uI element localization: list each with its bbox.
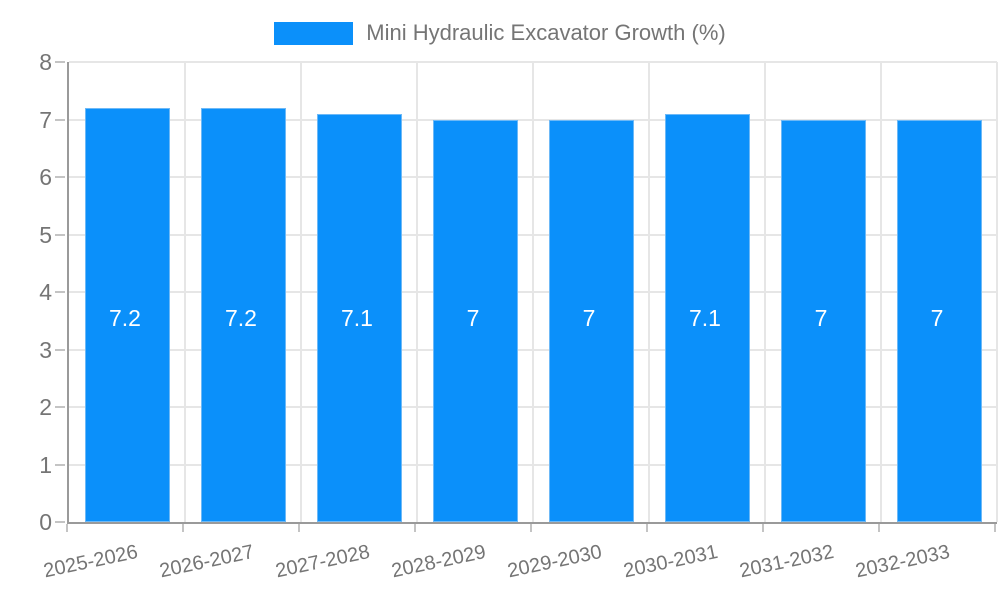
bar-value-label: 7	[582, 305, 596, 331]
y-axis-tick	[55, 348, 65, 351]
bar-value-label: 7.1	[341, 305, 373, 331]
bar-value-label: 7	[814, 305, 828, 331]
y-axis-tick	[55, 463, 65, 466]
bar-value-label: 7	[466, 305, 480, 331]
y-axis-tick	[55, 118, 65, 121]
plot-area	[67, 61, 998, 524]
x-axis-tick	[66, 524, 68, 532]
bar-value-label: 7	[930, 305, 944, 331]
x-axis-tick	[182, 524, 184, 532]
y-axis-tick-label: 3	[39, 336, 52, 363]
y-axis-tick	[55, 61, 65, 63]
bar[interactable]	[664, 113, 750, 522]
y-axis-tick	[55, 406, 65, 408]
bar[interactable]	[896, 119, 982, 522]
x-gridline	[184, 62, 186, 522]
x-axis-tick	[994, 524, 996, 532]
x-axis-tick	[878, 524, 880, 532]
x-gridline	[880, 62, 882, 522]
bar[interactable]	[432, 119, 518, 522]
y-axis-tick-label: 2	[39, 394, 52, 420]
bar-value-label: 7.1	[689, 305, 721, 331]
legend-label: Mini Hydraulic Excavator Growth (%)	[366, 20, 726, 45]
x-axis-tick	[298, 524, 300, 532]
x-gridline	[416, 62, 418, 522]
bar-value-label: 7.2	[109, 305, 141, 331]
y-axis-tick-label: 5	[39, 221, 52, 248]
y-axis-tick	[55, 291, 65, 293]
y-axis-tick-label: 8	[39, 49, 52, 75]
x-gridline	[300, 62, 302, 522]
bar[interactable]	[548, 119, 634, 522]
y-axis-tick-label: 1	[39, 451, 52, 478]
bar[interactable]	[780, 119, 866, 522]
legend-item[interactable]: Mini Hydraulic Excavator Growth (%)	[274, 20, 726, 46]
bar[interactable]	[84, 108, 170, 522]
y-axis-tick-label: 6	[39, 164, 52, 190]
x-gridline	[996, 62, 998, 522]
x-gridline	[648, 62, 650, 522]
y-axis-tick-label: 4	[39, 279, 52, 305]
legend-swatch	[274, 21, 354, 45]
x-axis-tick	[762, 524, 764, 532]
x-axis-tick	[646, 524, 648, 532]
y-axis-tick	[55, 176, 65, 178]
legend: Mini Hydraulic Excavator Growth (%)	[0, 20, 1000, 46]
bar-value-label: 7.2	[225, 305, 257, 331]
y-axis-tick-label: 0	[39, 509, 52, 535]
x-axis-tick	[530, 524, 532, 532]
x-gridline	[532, 62, 534, 522]
y-axis-tick-label: 7	[39, 106, 52, 133]
y-axis-tick	[55, 233, 65, 236]
y-axis-tick	[55, 521, 65, 523]
x-axis-tick	[414, 524, 416, 532]
x-gridline	[764, 62, 766, 522]
bar[interactable]	[200, 108, 286, 522]
bar[interactable]	[316, 113, 402, 522]
